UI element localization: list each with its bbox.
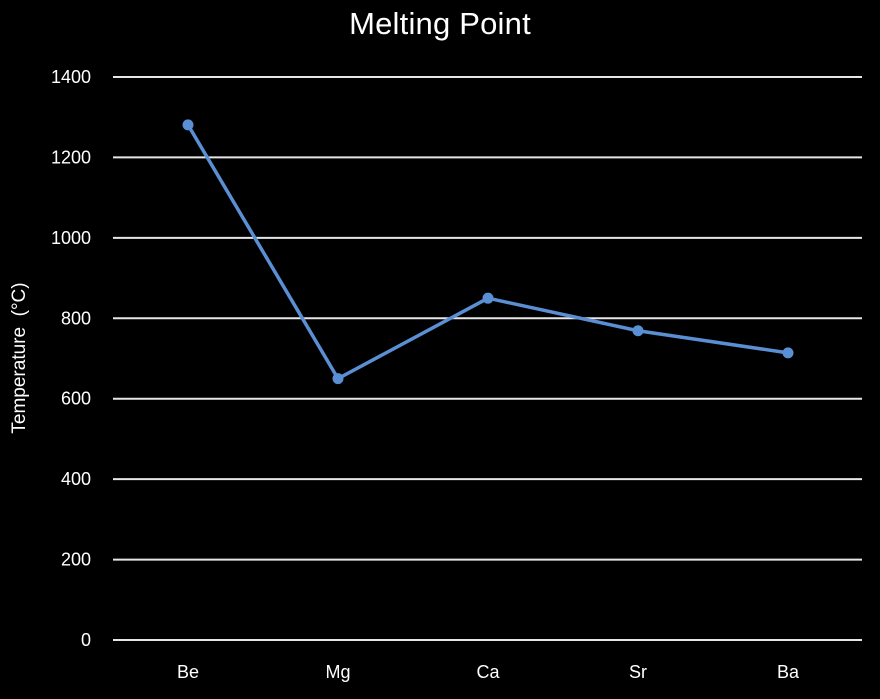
y-tick-label-800: 800 bbox=[61, 308, 91, 328]
gridlines bbox=[113, 76, 862, 641]
series-line bbox=[186, 123, 790, 381]
data-point-be bbox=[182, 119, 194, 131]
x-tick-label-ba: Ba bbox=[777, 662, 800, 682]
data-point-sr bbox=[632, 325, 644, 337]
x-tick-label-sr: Sr bbox=[629, 662, 647, 682]
x-tick-label-be: Be bbox=[177, 662, 199, 682]
y-tick-label-600: 600 bbox=[61, 389, 91, 409]
y-tick-label-1000: 1000 bbox=[51, 228, 91, 248]
data-points bbox=[182, 119, 794, 385]
series-line-0 bbox=[186, 123, 790, 381]
x-tick-labels: Be Mg Ca Sr Ba bbox=[177, 662, 800, 682]
chart-title: Melting Point bbox=[349, 6, 531, 41]
y-tick-labels: 0 200 400 600 800 1000 1200 1400 bbox=[51, 67, 91, 650]
data-point-ca bbox=[482, 292, 494, 304]
y-tick-label-400: 400 bbox=[61, 469, 91, 489]
x-tick-label-mg: Mg bbox=[325, 662, 350, 682]
y-tick-label-1200: 1200 bbox=[51, 147, 91, 167]
y-tick-label-0: 0 bbox=[81, 630, 91, 650]
y-tick-label-200: 200 bbox=[61, 550, 91, 570]
x-tick-label-ca: Ca bbox=[476, 662, 500, 682]
data-point-mg bbox=[332, 373, 344, 385]
data-point-ba bbox=[782, 347, 794, 359]
y-tick-label-1400: 1400 bbox=[51, 67, 91, 87]
